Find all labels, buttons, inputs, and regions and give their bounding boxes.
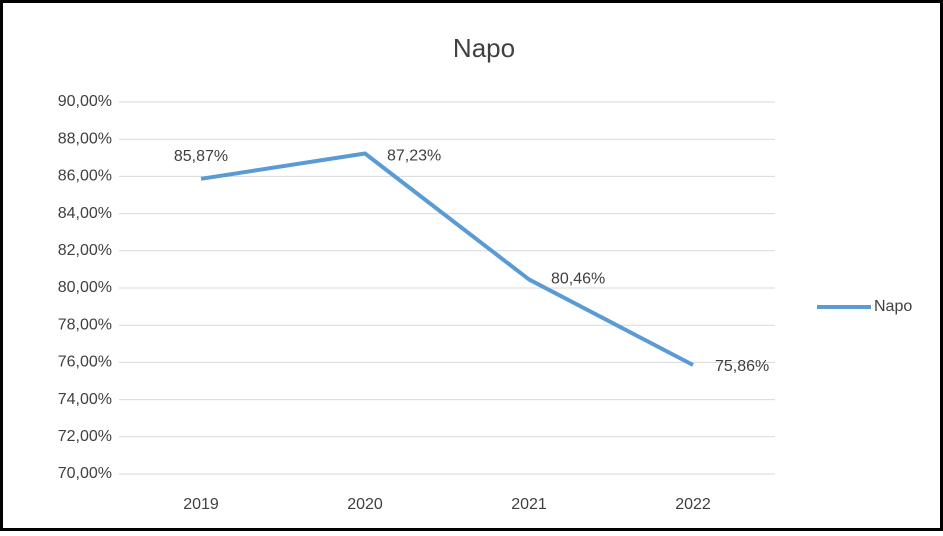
y-tick-label: 84,00% xyxy=(58,205,112,222)
data-label: 85,87% xyxy=(174,148,228,165)
y-tick-label: 70,00% xyxy=(58,465,112,482)
x-tick-label: 2021 xyxy=(511,496,547,513)
x-tick-label: 2020 xyxy=(347,496,383,513)
data-label: 87,23% xyxy=(387,148,441,165)
y-tick-label: 80,00% xyxy=(58,279,112,296)
y-tick-label: 86,00% xyxy=(58,168,112,185)
chart-title: Napo xyxy=(453,33,515,63)
y-tick-label: 82,00% xyxy=(58,242,112,259)
y-tick-label: 72,00% xyxy=(58,428,112,445)
data-line xyxy=(200,151,694,367)
y-tick-label: 88,00% xyxy=(58,130,112,147)
x-tick-label: 2019 xyxy=(183,496,219,513)
x-tick-label: 2022 xyxy=(675,496,711,513)
y-tick-label: 76,00% xyxy=(58,354,112,371)
y-tick-label: 78,00% xyxy=(58,316,112,333)
y-tick-label: 74,00% xyxy=(58,391,112,408)
data-label: 80,46% xyxy=(551,271,605,288)
legend-label: Napo xyxy=(874,298,912,315)
data-label: 75,86% xyxy=(715,358,769,375)
y-tick-label: 90,00% xyxy=(58,93,112,110)
